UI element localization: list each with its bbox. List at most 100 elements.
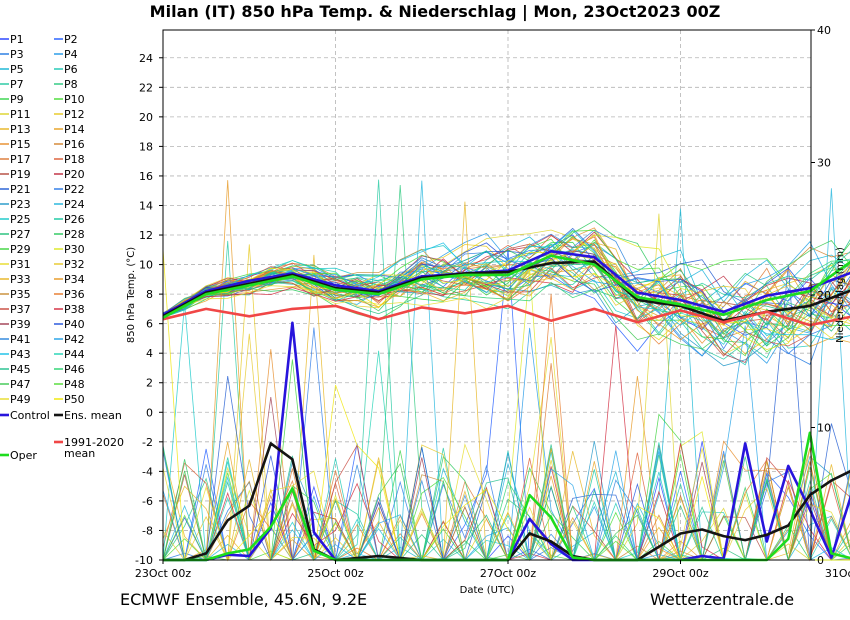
member-precip-line xyxy=(163,327,850,562)
legend-label: P16 xyxy=(64,138,85,151)
legend-label: P12 xyxy=(64,108,85,121)
member-temp-line xyxy=(162,244,850,345)
y-tick-label: -8 xyxy=(142,524,153,537)
y2-tick-label: 40 xyxy=(817,24,831,37)
y-tick-label: 22 xyxy=(139,81,153,94)
y-tick-label: 16 xyxy=(139,170,153,183)
member-temp-line xyxy=(162,260,850,326)
legend-label: P31 xyxy=(10,258,31,271)
precip-line-ens-mean xyxy=(163,442,850,562)
chart-title: Milan (IT) 850 hPa Temp. & Niederschlag … xyxy=(149,2,721,21)
legend-label: P42 xyxy=(64,333,85,346)
member-temp-line xyxy=(162,239,850,340)
legend-label: P17 xyxy=(10,153,31,166)
legend-label: P37 xyxy=(10,303,31,316)
y-tick-label: 2 xyxy=(146,377,153,390)
legend-label: Ens. mean xyxy=(64,409,122,422)
y-tick-label: 10 xyxy=(139,259,153,272)
member-precip-line xyxy=(162,184,850,562)
temp-line-control xyxy=(162,250,850,316)
source-credit: Wetterzentrale.de xyxy=(650,590,795,609)
member-precip-line xyxy=(162,254,850,561)
legend-label: P25 xyxy=(10,213,31,226)
legend-label: P9 xyxy=(10,93,24,106)
legend-label: P49 xyxy=(10,393,31,406)
legend-label: P30 xyxy=(64,243,85,256)
y-axis-title: 850 hPa Temp. (°C) xyxy=(126,247,137,343)
legend-label: P46 xyxy=(64,363,85,376)
precip-line-oper xyxy=(163,431,850,562)
legend-label: P32 xyxy=(64,258,85,271)
y-tick-label: 6 xyxy=(146,318,153,331)
member-precip-line xyxy=(163,327,850,561)
legend-label: P10 xyxy=(64,93,85,106)
x-tick-label: 25Oct 00z xyxy=(307,567,364,580)
member-temp-line xyxy=(162,234,850,338)
legend-label: P11 xyxy=(10,108,31,121)
x-tick-label: 31Oct 00z xyxy=(825,567,850,580)
legend-label: P3 xyxy=(10,48,24,61)
member-temp-line xyxy=(162,238,850,315)
x-axis-title: Date (UTC) xyxy=(460,585,515,596)
member-temp-line xyxy=(162,229,850,341)
member-temp-line xyxy=(162,243,850,347)
x-tick-label: 29Oct 00z xyxy=(652,567,709,580)
y2-tick-label: 10 xyxy=(817,422,831,435)
legend-label: P14 xyxy=(64,123,85,136)
y-tick-label: 20 xyxy=(139,111,153,124)
legend-label: P26 xyxy=(64,213,85,226)
legend-label: P43 xyxy=(10,348,31,361)
y-tick-label: 0 xyxy=(146,406,153,419)
legend-label: P40 xyxy=(64,318,85,331)
y-tick-label: -10 xyxy=(135,554,153,567)
member-temp-line xyxy=(162,235,850,339)
member-temp-line xyxy=(162,229,850,353)
member-temp-line xyxy=(162,238,850,355)
legend-label: P2 xyxy=(64,33,78,46)
legend-label: P45 xyxy=(10,363,31,376)
member-precip-line xyxy=(163,467,850,561)
legend-label: P50 xyxy=(64,393,85,406)
legend-label: P44 xyxy=(64,348,85,361)
y-tick-label: 12 xyxy=(139,229,153,242)
y-tick-label: 24 xyxy=(139,52,153,65)
member-temp-line xyxy=(162,261,850,351)
legend-label: P8 xyxy=(64,78,78,91)
temp-line-ens-mean xyxy=(162,260,850,323)
x-tick-label: 23Oct 00z xyxy=(135,567,192,580)
member-precip-line xyxy=(162,249,850,562)
legend-label: P39 xyxy=(10,318,31,331)
legend-label: P1 xyxy=(10,33,24,46)
y2-tick-label: 30 xyxy=(817,157,831,170)
y2-tick-label: 0 xyxy=(817,554,824,567)
y-tick-label: -4 xyxy=(142,465,153,478)
member-temp-line xyxy=(162,220,850,343)
legend-label: P41 xyxy=(10,333,31,346)
legend-label: P18 xyxy=(64,153,85,166)
member-precip-line xyxy=(163,264,850,561)
y-tick-label: -6 xyxy=(142,495,153,508)
legend-label: P33 xyxy=(10,273,31,286)
y2-axis-title: Niederschlag (mm) xyxy=(835,247,846,343)
model-info: ECMWF Ensemble, 45.6N, 9.2E xyxy=(120,590,368,609)
legend: P1 P2 P3 P4 P5 P6 P7 P8 P9 P10 P11 P12 P13 P14 P15 P16 P… xyxy=(0,33,124,462)
legend-label: P27 xyxy=(10,228,31,241)
y-tick-label: 8 xyxy=(146,288,153,301)
highlighted-series-lines xyxy=(162,250,850,562)
legend-label: P47 xyxy=(10,378,31,391)
legend-label: P5 xyxy=(10,63,24,76)
y-tick-label: 18 xyxy=(139,140,153,153)
y-tick-label: -2 xyxy=(142,436,153,449)
member-precip-line xyxy=(163,441,850,562)
y-tick-label: 14 xyxy=(139,199,153,212)
legend-label: P24 xyxy=(64,198,85,211)
legend-label: P13 xyxy=(10,123,31,136)
legend-label: P23 xyxy=(10,198,31,211)
legend-label: P19 xyxy=(10,168,31,181)
legend-label: P7 xyxy=(10,78,24,91)
legend-label: Control xyxy=(10,409,50,422)
legend-label: P4 xyxy=(64,48,78,61)
legend-label: P20 xyxy=(64,168,85,181)
axes: -10-8-6-4-202468101214161820222401020304… xyxy=(126,24,850,596)
